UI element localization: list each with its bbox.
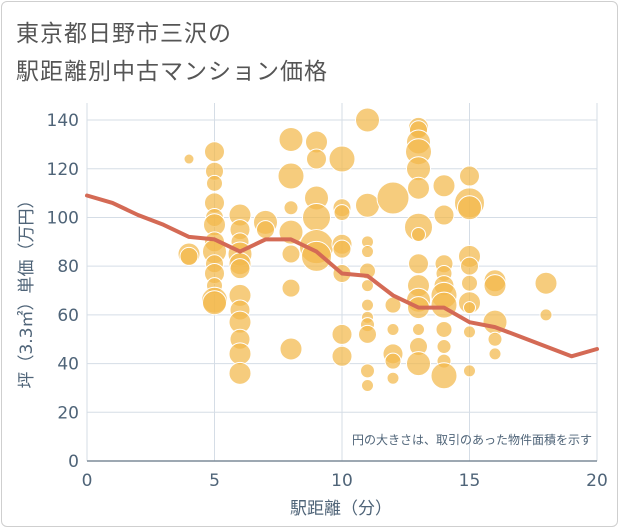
data-bubble [487, 331, 503, 347]
y-tick-label: 60 [57, 306, 79, 326]
data-bubble [361, 379, 374, 393]
data-bubble [358, 324, 377, 344]
data-bubble [361, 245, 374, 259]
data-bubble [361, 298, 374, 312]
data-bubble [283, 200, 299, 216]
data-bubble [328, 145, 356, 173]
trend-layer [85, 193, 599, 359]
data-bubble [539, 308, 553, 322]
data-bubble [228, 361, 252, 385]
data-bubble [355, 192, 380, 218]
y-tick-label: 120 [47, 160, 79, 180]
tick-layer: 0 5 10 15 20 0 20 40 60 80 100 120 140 [47, 111, 608, 491]
data-bubble [228, 342, 252, 366]
data-bubble [331, 323, 353, 345]
data-bubble [355, 107, 380, 133]
data-bubble [384, 352, 402, 370]
y-axis-title: 坪（3.3㎡）単価（万円） [17, 191, 37, 388]
y-tick-label: 20 [57, 403, 79, 423]
y-tick-label: 40 [57, 355, 79, 375]
data-bubble [430, 362, 458, 390]
data-bubble [463, 364, 476, 378]
data-bubble [179, 246, 199, 266]
data-bubble [488, 347, 502, 361]
data-bubble [460, 256, 479, 276]
data-bubble [436, 339, 452, 355]
data-bubble [376, 181, 410, 215]
y-tick-label: 100 [47, 208, 79, 228]
y-tick-label: 80 [57, 257, 79, 277]
chart-title-line-2: 駅距離別中古マンション価格 [16, 59, 328, 85]
x-tick-label: 10 [331, 471, 353, 491]
data-bubble [302, 202, 331, 232]
data-bubble [204, 141, 225, 163]
data-bubble [407, 176, 430, 200]
data-bubble [483, 274, 507, 298]
data-bubble [386, 371, 400, 385]
data-bubble [406, 351, 431, 377]
x-axis-title: 駅距離（分） [290, 499, 392, 519]
data-bubble [463, 301, 476, 315]
data-bubble [279, 337, 303, 361]
data-bubble [278, 127, 304, 153]
data-bubble [360, 363, 375, 379]
bubble-layer [177, 107, 558, 393]
data-bubble [183, 153, 195, 165]
data-bubble [534, 271, 558, 295]
data-bubble [412, 322, 425, 336]
data-bubble [306, 148, 327, 170]
y-tick-label: 140 [47, 111, 79, 131]
chart-title-line-1: 東京都日野市三沢の [16, 21, 232, 47]
data-bubble [229, 258, 251, 280]
data-bubble [463, 325, 476, 339]
data-bubble [433, 204, 455, 226]
data-bubble [333, 204, 351, 222]
data-bubble [432, 174, 456, 198]
data-bubble [386, 322, 400, 336]
data-bubble [331, 345, 353, 367]
data-bubble [461, 274, 478, 292]
x-tick-label: 15 [459, 471, 481, 491]
data-bubble [361, 279, 374, 293]
data-bubble [435, 320, 453, 338]
data-bubble [332, 239, 352, 259]
data-bubble [277, 162, 305, 190]
bubble-size-note: 円の大きさは、取引のあった物件面積を示す [352, 432, 592, 447]
trend-line [85, 193, 599, 359]
data-bubble [281, 278, 301, 298]
data-bubble [206, 174, 223, 192]
data-bubble [411, 227, 426, 243]
data-bubble [281, 244, 301, 264]
data-bubble [457, 195, 482, 221]
data-bubble [408, 253, 429, 275]
y-tick-label: 0 [68, 452, 79, 472]
x-tick-label: 20 [586, 471, 608, 491]
data-bubble [256, 220, 275, 240]
x-tick-label: 5 [209, 471, 220, 491]
data-bubble [459, 165, 480, 187]
data-bubble [202, 290, 227, 316]
x-tick-label: 0 [82, 471, 93, 491]
